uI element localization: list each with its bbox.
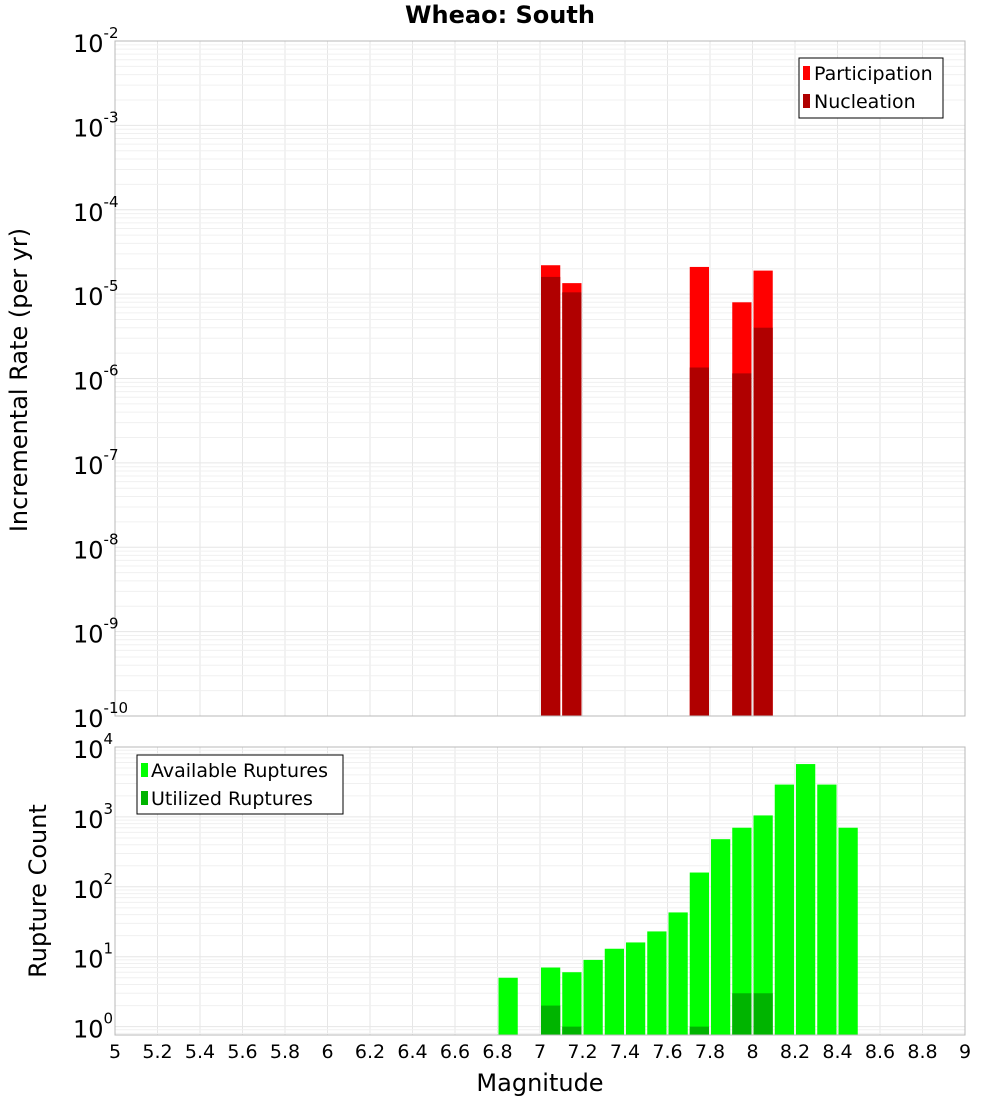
count-plot-bars — [498, 764, 858, 1035]
x-tick-label: 7.2 — [567, 1041, 597, 1063]
available-ruptures-bar — [711, 839, 731, 1035]
x-tick-label: 7.4 — [610, 1041, 640, 1063]
count-plot: 100 101 102 103 104 5 5.2 5.4 5.6 5.8 6 6.2 6.4 6.6 6… — [24, 730, 971, 1097]
available-ruptures-bar — [732, 827, 752, 1035]
available-legend-label: Available Ruptures — [151, 760, 328, 782]
nucleation-bar — [562, 292, 582, 716]
available-ruptures-bar — [498, 977, 518, 1035]
x-tick-label: 6.4 — [397, 1041, 427, 1063]
available-ruptures-bar — [647, 931, 667, 1035]
x-tick-label: 6 — [321, 1041, 333, 1063]
utilized-legend-label: Utilized Ruptures — [151, 788, 313, 810]
y-tick-label: 10-10 — [73, 699, 128, 733]
available-ruptures-bar — [838, 827, 858, 1035]
participation-legend-label: Participation — [814, 63, 933, 85]
available-ruptures-bar — [604, 948, 624, 1035]
nucleation-bar — [753, 327, 773, 716]
x-tick-label: 5 — [109, 1041, 121, 1063]
available-ruptures-bar — [689, 872, 709, 1035]
rate-plot-frame — [114, 40, 966, 717]
nucleation-bar — [732, 373, 752, 716]
x-tick-label: 6.2 — [355, 1041, 385, 1063]
utilized-ruptures-bar — [753, 993, 773, 1035]
rate-plot-grid — [114, 40, 966, 717]
participation-legend-swatch — [803, 66, 810, 80]
count-y-ticks: 100 101 102 103 104 — [73, 730, 113, 1044]
utilized-legend-swatch — [141, 791, 148, 805]
y-tick-label: 10-9 — [73, 615, 119, 649]
nucleation-legend-swatch — [803, 94, 810, 108]
y-tick-label: 100 — [73, 1010, 113, 1044]
x-tick-label: 9 — [959, 1041, 971, 1063]
x-tick-label: 7.6 — [652, 1041, 682, 1063]
utilized-ruptures-bar — [541, 1005, 561, 1035]
available-ruptures-bar — [583, 959, 603, 1035]
x-ticks: 5 5.2 5.4 5.6 5.8 6 6.2 6.4 6.6 6.8 7 7.2 7.4 7.6 7.8 8… — [109, 1041, 971, 1063]
available-ruptures-bar — [774, 784, 794, 1035]
count-y-axis-label: Rupture Count — [24, 804, 52, 978]
available-ruptures-bar — [668, 912, 688, 1035]
x-tick-label: 6.8 — [482, 1041, 512, 1063]
x-tick-label: 7 — [534, 1041, 546, 1063]
available-ruptures-bar — [626, 942, 646, 1035]
rate-plot-bars — [541, 265, 773, 716]
nucleation-bar — [541, 276, 561, 716]
rate-legend-box — [798, 57, 944, 119]
x-axis-label: Magnitude — [476, 1069, 603, 1097]
y-tick-label: 102 — [73, 870, 113, 904]
y-tick-label: 10-4 — [73, 193, 119, 227]
x-tick-label: 8.8 — [907, 1041, 937, 1063]
utilized-ruptures-bar — [562, 1026, 582, 1035]
y-tick-label: 104 — [73, 730, 113, 764]
rate-y-ticks: 10-10 10-9 10-8 10-7 10-6 10-5 10-4 10-3 10-2 — [73, 24, 128, 733]
y-tick-label: 10-6 — [73, 362, 119, 396]
y-tick-label: 103 — [73, 800, 113, 834]
available-ruptures-bar — [753, 815, 773, 1035]
y-tick-label: 10-8 — [73, 530, 119, 564]
x-tick-label: 8.4 — [822, 1041, 852, 1063]
x-tick-label: 5.4 — [185, 1041, 215, 1063]
x-tick-label: 8.6 — [865, 1041, 895, 1063]
y-tick-label: 10-5 — [73, 277, 119, 311]
utilized-ruptures-bar — [689, 1026, 709, 1035]
y-tick-label: 10-2 — [73, 24, 119, 58]
available-ruptures-bar — [562, 972, 582, 1035]
x-tick-label: 8.2 — [780, 1041, 810, 1063]
utilized-ruptures-bar — [732, 993, 752, 1035]
count-plot-frame — [114, 746, 966, 1036]
count-legend: Available Ruptures Utilized Ruptures — [136, 754, 344, 815]
chart-title: Wheao: South — [405, 1, 595, 29]
x-tick-label: 6.6 — [440, 1041, 470, 1063]
nucleation-bar — [689, 367, 709, 716]
x-tick-label: 8 — [746, 1041, 758, 1063]
available-legend-swatch — [141, 763, 148, 777]
x-tick-label: 7.8 — [695, 1041, 725, 1063]
available-ruptures-bar — [817, 784, 837, 1035]
count-legend-box — [136, 754, 344, 815]
y-tick-label: 10-3 — [73, 108, 119, 142]
y-tick-label: 10-7 — [73, 446, 119, 480]
x-tick-label: 5.2 — [142, 1041, 172, 1063]
y-tick-label: 101 — [73, 940, 113, 974]
available-ruptures-bar — [796, 764, 816, 1035]
x-tick-label: 5.8 — [270, 1041, 300, 1063]
x-tick-label: 5.6 — [227, 1041, 257, 1063]
rate-legend: Participation Nucleation — [798, 57, 944, 119]
rate-plot: 10-10 10-9 10-8 10-7 10-6 10-5 10-4 10-3 10-2 In… — [5, 24, 966, 733]
nucleation-legend-label: Nucleation — [814, 91, 916, 113]
rate-y-axis-label: Incremental Rate (per yr) — [5, 228, 33, 532]
